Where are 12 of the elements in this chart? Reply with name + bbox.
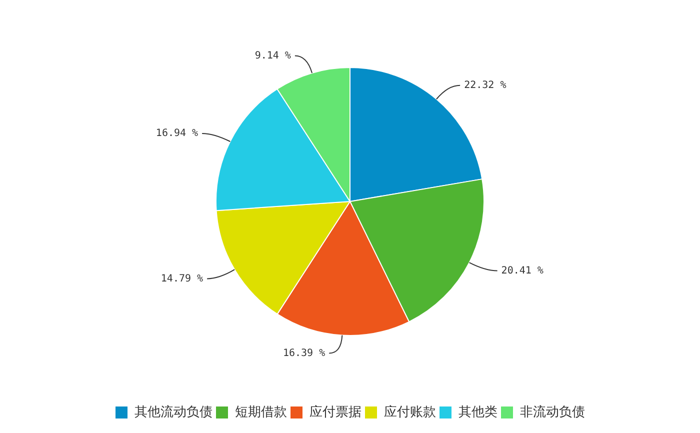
legend-label: 应付票据	[310, 404, 362, 420]
legend-label: 应付账款	[384, 404, 436, 420]
data-label: 14.79 %	[160, 273, 204, 284]
data-label: 22.32 %	[464, 80, 506, 91]
data-label: 16.39 %	[282, 348, 326, 359]
legend-label: 非流动负债	[520, 404, 585, 420]
data-label: 20.41 %	[501, 265, 544, 276]
data-label: 9.14 %	[254, 50, 291, 62]
data-label: 16.94 %	[156, 128, 198, 140]
legend-label: 短期借款	[235, 404, 287, 420]
legend-label: 其他流动负债	[134, 404, 212, 420]
legend-label: 其他类	[458, 404, 498, 420]
